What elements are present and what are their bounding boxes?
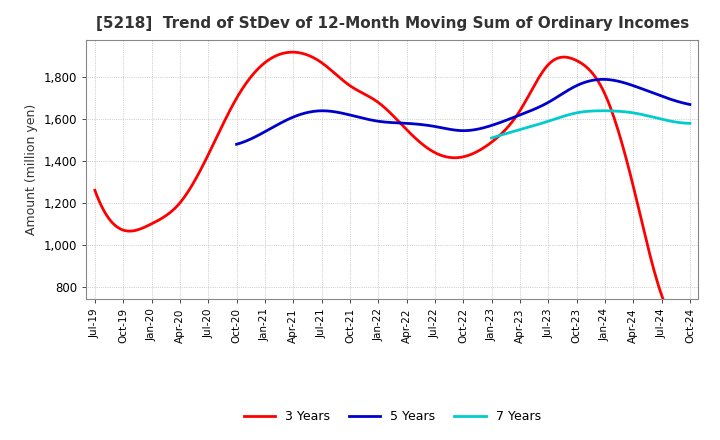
3 Years: [674, 318, 683, 323]
5 Years: [233, 142, 241, 147]
7 Years: [487, 136, 496, 141]
3 Years: [287, 50, 296, 55]
Line: 5 Years: 5 Years: [237, 79, 690, 144]
3 Years: [685, 301, 694, 306]
5 Years: [500, 118, 509, 123]
7 Years: [488, 135, 497, 140]
3 Years: [594, 79, 603, 84]
3 Years: [91, 188, 99, 193]
5 Years: [234, 141, 243, 147]
7 Years: [606, 108, 614, 114]
5 Years: [644, 89, 653, 94]
5 Years: [685, 102, 694, 107]
7 Years: [655, 116, 664, 121]
7 Years: [609, 108, 618, 114]
3 Years: [632, 196, 641, 201]
3 Years: [93, 193, 102, 198]
Line: 7 Years: 7 Years: [492, 111, 690, 138]
7 Years: [667, 119, 676, 124]
7 Years: [606, 108, 615, 114]
7 Years: [685, 121, 694, 126]
5 Years: [616, 79, 624, 84]
5 Years: [510, 115, 518, 120]
3 Years: [456, 154, 465, 160]
Legend: 3 Years, 5 Years, 7 Years: 3 Years, 5 Years, 7 Years: [239, 405, 546, 428]
7 Years: [598, 108, 607, 114]
5 Years: [599, 77, 608, 82]
5 Years: [502, 117, 510, 123]
3 Years: [447, 155, 456, 160]
Y-axis label: Amount (million yen): Amount (million yen): [25, 104, 38, 235]
Line: 3 Years: 3 Years: [95, 52, 690, 321]
Title: [5218]  Trend of StDev of 12-Month Moving Sum of Ordinary Incomes: [5218] Trend of StDev of 12-Month Moving…: [96, 16, 689, 32]
3 Years: [445, 155, 454, 160]
